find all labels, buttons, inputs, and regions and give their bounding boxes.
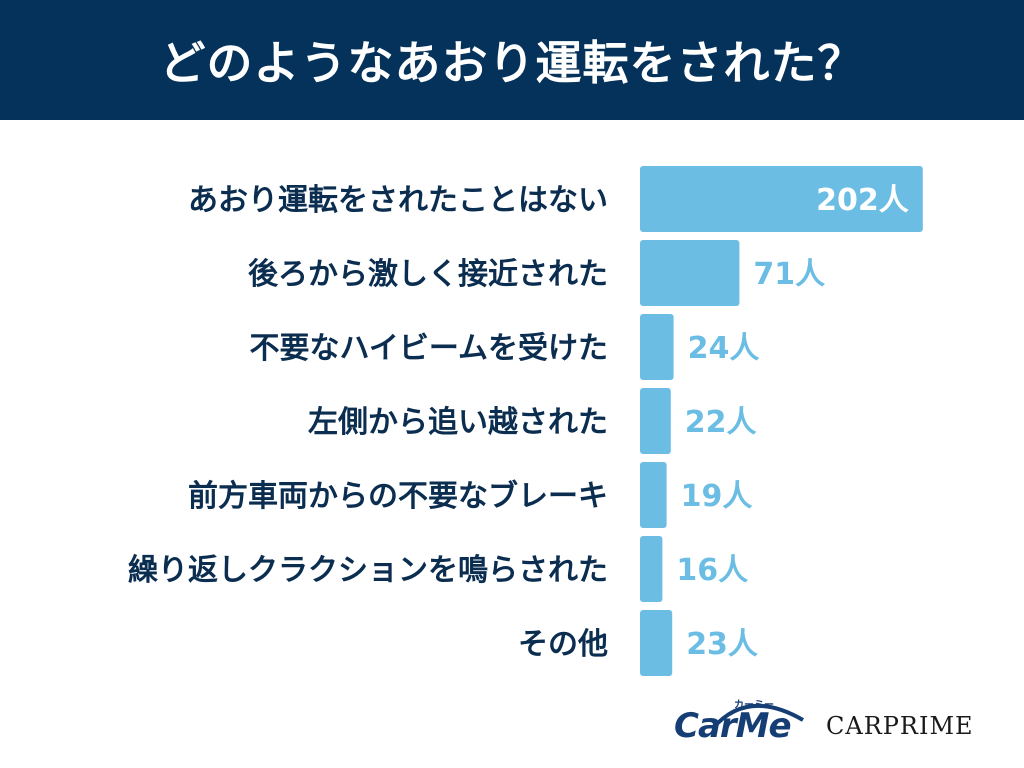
value-label-5: 16人 (676, 553, 748, 588)
bar-2 (640, 314, 674, 380)
carme-logo-text: CarMe (674, 706, 792, 746)
logo-area: カーミー CarMe CARPRIME (660, 690, 1000, 750)
category-label-1: 後ろから激しく接近された (248, 257, 608, 292)
value-label-2: 24人 (688, 331, 760, 366)
bar-0 (640, 166, 923, 232)
carme-sub-label: カーミー (734, 700, 774, 711)
value-label-3: 22人 (685, 405, 757, 440)
bar-6 (640, 610, 673, 676)
bar-3 (640, 388, 671, 454)
bar-5 (640, 536, 663, 602)
carme-logo: カーミー CarMe (668, 690, 808, 750)
bar-1 (640, 240, 740, 306)
value-label-4: 19人 (681, 479, 753, 514)
category-label-3: 左側から追い越された (308, 405, 608, 440)
category-label-4: 前方車両からの不要なブレーキ (188, 479, 608, 514)
chart-title: どのようなあおり運転をされた？ (159, 36, 865, 90)
category-label-2: 不要なハイビームを受けた (250, 331, 609, 366)
car-arc-icon (711, 703, 805, 730)
value-label-0: 202人 (816, 183, 909, 218)
value-label-1: 71人 (753, 257, 825, 292)
carprime-logo-text: CARPRIME (826, 712, 974, 740)
category-label-5: 繰り返しクラクションを鳴らされた (128, 553, 608, 588)
category-label-6: その他 (518, 627, 608, 662)
header-bar: どのようなあおり運転をされた？ (0, 0, 1024, 120)
category-label-0: あおり運転をされたことはない (188, 183, 608, 218)
bar-4 (640, 462, 667, 528)
value-label-6: 23人 (686, 627, 758, 662)
